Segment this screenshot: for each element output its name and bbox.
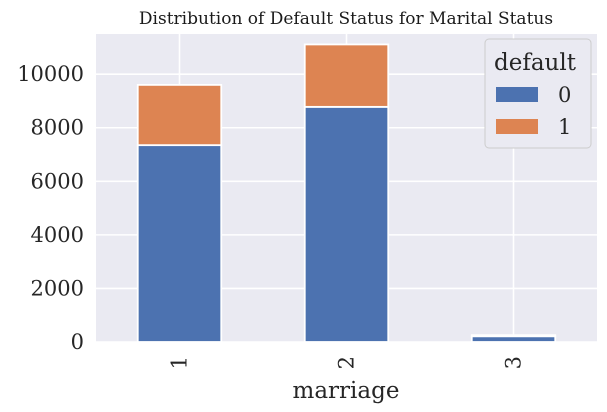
y-tick-label: 4000	[31, 223, 84, 247]
legend-swatch-0	[496, 87, 538, 102]
legend-label-1: 1	[558, 115, 571, 139]
legend-label-0: 0	[558, 83, 571, 107]
x-tick-label: 2	[335, 356, 359, 369]
bar-1-default-0	[136, 144, 223, 343]
x-tick-label: 1	[168, 356, 192, 369]
x-tick-label: 3	[502, 356, 526, 369]
chart-title: Distribution of Default Status for Marit…	[139, 9, 553, 29]
legend-title: default	[494, 50, 577, 76]
y-ticks: 0 2000 4000 6000 8000 10000	[17, 62, 84, 354]
y-tick-label: 8000	[31, 116, 84, 140]
bar-3-default-1	[470, 334, 557, 338]
x-ticks: 1 2 3	[168, 356, 526, 369]
y-tick-label: 6000	[31, 169, 84, 193]
y-tick-label: 2000	[31, 276, 84, 300]
bar-2-default-1	[303, 43, 390, 108]
legend-swatch-1	[496, 119, 538, 134]
y-tick-label: 10000	[17, 62, 84, 86]
bars	[136, 43, 557, 343]
legend: default 0 1	[484, 38, 592, 149]
y-tick-label: 0	[71, 330, 84, 354]
bar-1-default-1	[136, 83, 223, 147]
bar-2-default-0	[303, 105, 390, 343]
x-axis-label: marriage	[293, 378, 400, 404]
